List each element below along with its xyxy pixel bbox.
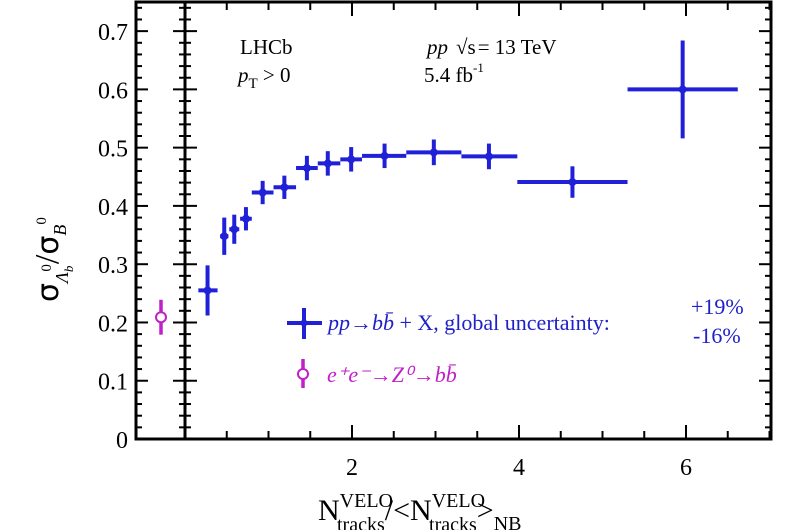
legend: pp→bb̄ + X, global uncertainty: +19% -16… [287, 294, 744, 388]
x-axis-title: NVELO tracks/<NVELO tracks>NB [318, 490, 522, 530]
data-point [627, 40, 738, 139]
slash: / [29, 254, 66, 264]
y-tick-label: 0.3 [98, 253, 128, 279]
x-sub: tracks [337, 514, 385, 530]
data-point [296, 155, 318, 181]
lambda-b-sub: b [61, 265, 76, 272]
reference-point-ee [155, 299, 167, 335]
sqrt-s: √s [456, 35, 476, 59]
y-tick-label: 0.2 [98, 311, 128, 337]
x-tick-label: 6 [680, 455, 692, 481]
data-point [273, 175, 297, 199]
data-point [461, 143, 518, 170]
energy-pp: pp [425, 35, 448, 59]
x-mid: /<N [385, 494, 432, 527]
data-point [229, 214, 240, 244]
y-tick-label: 0.4 [98, 195, 128, 221]
data-point [317, 151, 341, 176]
legend-blue-dot [300, 319, 308, 327]
pt-sub: T [249, 76, 258, 92]
legend-blue-process: pp→bb̄ [326, 310, 394, 335]
axes-frame [134, 0, 773, 441]
axis-tick-labels: 0 0.1 0.2 0.3 0.4 0.5 0.6 0.7 2 4 6 [98, 20, 692, 481]
data-point [340, 147, 363, 172]
data-point [517, 166, 628, 198]
data-point [198, 265, 218, 316]
legend-mag-text: e⁺e⁻→Z⁰→bb̄ [327, 362, 457, 387]
pt-cut: > 0 [258, 63, 291, 87]
y-tick-label: 0.7 [98, 20, 128, 46]
data-point [406, 139, 462, 166]
lumi-value: 5.4 fb [424, 63, 473, 87]
sigma-1: σ [31, 283, 66, 302]
energy-value: = 13 TeV [478, 35, 557, 59]
x-nb: NB [494, 513, 522, 530]
pt-p: p [236, 63, 249, 87]
x-sup2: VELO [432, 490, 485, 512]
legend-mag-circle [297, 368, 309, 380]
lambda-sup: 0 [39, 264, 55, 272]
x-tick-label: 4 [513, 455, 525, 481]
lambda-sub: Λ [52, 272, 72, 285]
data-point [251, 180, 274, 205]
x-tick-label: 2 [346, 455, 358, 481]
svg-text:σΛb0/σB0: σΛb0/σB0 [29, 217, 76, 302]
x-sub2: tracks [429, 514, 477, 530]
legend-entry-pp: pp→bb̄ + X, global uncertainty: +19% -16… [287, 294, 744, 348]
legend-plus-uncertainty: +19% [691, 294, 744, 319]
y-tick-label: 0.5 [98, 137, 128, 163]
data-point [220, 217, 229, 255]
legend-blue-text: + X, global uncertainty: [394, 310, 610, 335]
y-tick-label: 0.6 [98, 78, 128, 104]
axis-ticks [136, 2, 771, 440]
x-N: N [318, 494, 340, 527]
data-points [155, 40, 738, 335]
lumi-exponent: -1 [473, 60, 484, 75]
luminosity-label: 5.4 fb-1 [424, 60, 484, 87]
y-tick-label: 0.1 [98, 370, 128, 396]
b-sup: 0 [34, 217, 50, 225]
legend-entry-ee: e⁺e⁻→Z⁰→bb̄ [297, 359, 457, 388]
legend-minus-uncertainty: -16% [693, 323, 741, 348]
plot-frame [134, 0, 773, 441]
x-sup: VELO [340, 490, 393, 512]
y-axis-title: σΛb0/σB0 [29, 217, 76, 302]
energy-label: pp √s= 13 TeV [425, 35, 557, 59]
y-tick-label: 0 [116, 428, 128, 454]
experiment-label: LHCb [240, 35, 293, 59]
data-point [240, 207, 252, 231]
x-close: > [477, 494, 494, 527]
data-point [362, 143, 407, 169]
svg-text:pp→bb̄ + X, global uncertainty: pp→bb̄ + X, global uncertainty: [326, 310, 610, 335]
b-sub: B [50, 225, 70, 236]
pt-cut-label: pT > 0 [236, 63, 291, 92]
sigma-2: σ [31, 236, 66, 255]
